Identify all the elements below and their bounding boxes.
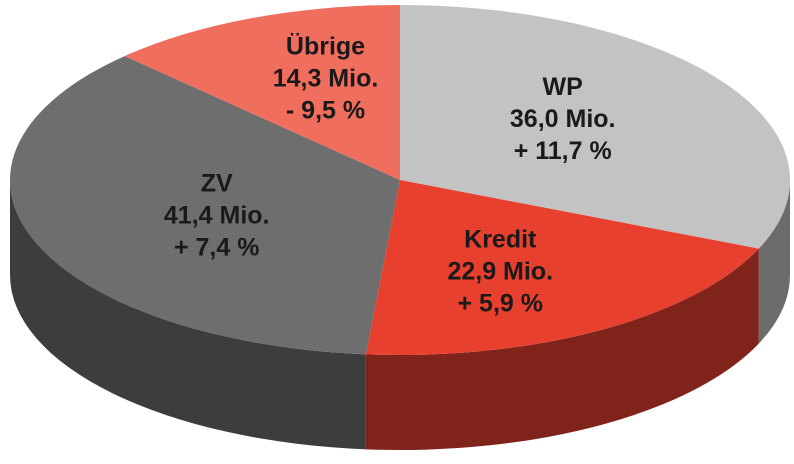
slice-change: + 11,7 % (514, 137, 612, 165)
slice (365, 180, 759, 355)
slice-value: 14,3 Mio. (273, 64, 379, 92)
slice (400, 5, 790, 249)
slice-value: 22,9 Mio. (447, 258, 553, 286)
slice-side (10, 180, 366, 450)
slice-value: 36,0 Mio. (510, 105, 616, 133)
slice-change: - 9,5 % (286, 96, 365, 124)
slice-name: WP (543, 73, 583, 101)
slice-name: ZV (201, 170, 233, 198)
slice-change: + 5,9 % (458, 290, 543, 318)
slice-value: 41,4 Mio. (164, 202, 270, 230)
slice (124, 4, 401, 180)
slice-change: + 7,4 % (174, 234, 259, 262)
slice-side (758, 180, 790, 344)
slice-name: Kredit (464, 226, 537, 254)
slice (10, 56, 401, 355)
slice-name: Übrige (286, 31, 365, 60)
slice-side (365, 248, 759, 450)
